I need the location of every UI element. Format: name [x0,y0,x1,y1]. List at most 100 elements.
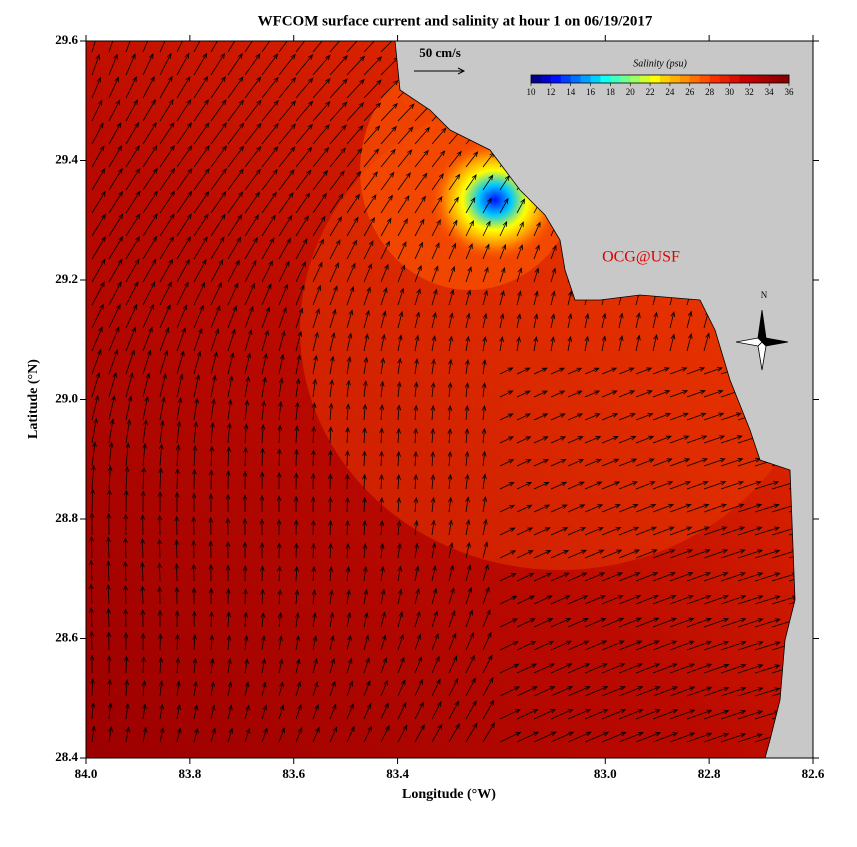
current-vector [244,99,262,122]
current-vector [584,572,606,582]
current-vector [346,170,362,191]
current-vector [260,588,265,605]
current-vector [601,335,607,352]
current-vector [312,354,318,375]
current-vector [278,635,283,651]
current-vector [159,235,175,260]
current-vector [277,612,283,628]
current-vector [208,516,214,536]
current-vector [123,513,129,536]
current-vector [159,75,173,99]
current-vector [363,611,369,628]
current-vector [669,390,689,398]
current-vector [312,726,320,743]
current-vector [413,519,419,536]
current-vector [345,426,350,444]
current-vector [174,539,179,559]
current-vector [244,76,262,99]
current-vector [225,540,231,559]
current-vector [91,122,104,145]
current-vector [516,459,532,467]
current-vector [208,563,214,582]
current-vector [601,312,607,329]
current-vector [533,595,553,605]
current-vector [720,458,744,467]
current-vector [516,413,531,421]
current-vector [193,190,210,214]
current-vector [108,418,115,444]
scale-arrow-head [457,67,466,75]
current-vector [397,195,410,214]
current-vector [159,98,174,122]
current-vector [380,656,388,674]
current-vector [158,633,163,651]
current-vector [550,459,567,467]
current-vector [329,703,337,720]
current-vector [278,283,288,306]
current-vector [754,595,781,605]
current-vector [380,333,386,352]
current-vector [329,193,344,214]
current-vector [601,617,625,628]
current-vector [277,588,283,605]
current-vector [584,413,601,421]
current-vector [447,450,453,467]
current-vector [567,290,573,306]
current-vector [567,731,592,743]
current-vector [123,537,128,559]
current-vector [210,236,225,260]
current-vector [533,481,550,490]
current-vector [193,327,203,352]
current-vector [584,549,605,559]
current-vector [754,480,780,490]
current-vector [703,367,723,375]
current-vector [720,595,747,605]
current-vector [618,595,642,605]
current-vector [278,260,290,283]
current-vector [754,549,781,559]
current-vector [516,436,532,444]
current-vector [345,473,350,490]
x-tick-label: 83.8 [178,766,201,781]
current-vector [414,701,424,720]
current-vector [125,349,135,375]
current-vector [260,447,265,467]
current-vector [499,641,519,651]
current-vector [312,54,331,76]
colorbar-swatch [550,75,562,83]
current-vector [278,658,284,674]
current-vector [278,100,297,122]
current-vector [363,380,368,398]
current-vector [533,221,541,237]
current-vector [669,367,688,375]
current-vector [193,99,209,122]
current-vector [244,53,261,76]
current-vector [259,471,265,490]
current-vector [397,588,403,605]
current-vector [669,640,695,651]
current-vector [635,367,653,375]
current-vector [227,99,245,122]
current-vector [329,41,341,53]
current-vector [140,632,146,651]
current-vector [618,686,644,697]
current-vector [191,610,197,628]
current-vector [414,565,420,582]
current-vector [159,52,172,76]
current-vector [312,101,331,122]
colorbar-tick-label: 12 [546,87,555,97]
current-vector [448,358,453,375]
current-vector [91,53,100,76]
current-vector [669,686,696,697]
current-vector [499,731,522,743]
current-vector [261,658,267,674]
current-vector [362,543,368,559]
current-vector [363,286,371,306]
current-vector [482,243,490,260]
x-tick-label: 83.0 [594,766,617,781]
current-vector [192,444,198,467]
current-vector [89,654,95,674]
current-vector [91,394,100,421]
scale-label: 50 cm/s [419,45,461,60]
current-vector [669,311,676,329]
